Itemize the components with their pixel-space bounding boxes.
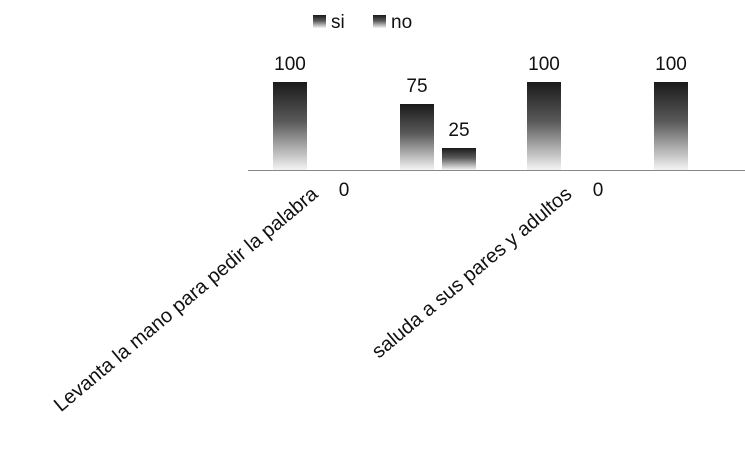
bar-si-2 <box>527 82 561 170</box>
category-label-2: saluda a sus pares y adultos <box>368 183 576 363</box>
data-label-no-1: 25 <box>448 120 469 141</box>
data-label-si-1: 75 <box>406 76 427 97</box>
legend: si no <box>313 12 412 33</box>
data-label-si-2: 100 <box>528 54 560 75</box>
legend-swatch-si <box>313 15 326 28</box>
data-label-si-3: 100 <box>655 54 687 75</box>
bar-si-3 <box>654 82 688 170</box>
category-label-0: Levanta la mano para pedir la palabra <box>50 182 323 416</box>
legend-label-no: no <box>391 12 412 33</box>
category-labels: Levanta la mano para pedir la palabra sal… <box>50 182 576 416</box>
bar-no-1 <box>442 148 476 170</box>
data-label-no-0: 0 <box>339 180 350 201</box>
legend-label-si: si <box>331 12 345 33</box>
data-label-si-0: 100 <box>274 54 306 75</box>
data-labels: 100 75 100 100 0 25 0 <box>274 54 687 201</box>
legend-swatch-no <box>373 15 386 28</box>
bar-si-0 <box>273 82 307 170</box>
bars <box>273 82 688 170</box>
bar-si-1 <box>400 104 434 170</box>
data-label-no-2: 0 <box>593 180 604 201</box>
